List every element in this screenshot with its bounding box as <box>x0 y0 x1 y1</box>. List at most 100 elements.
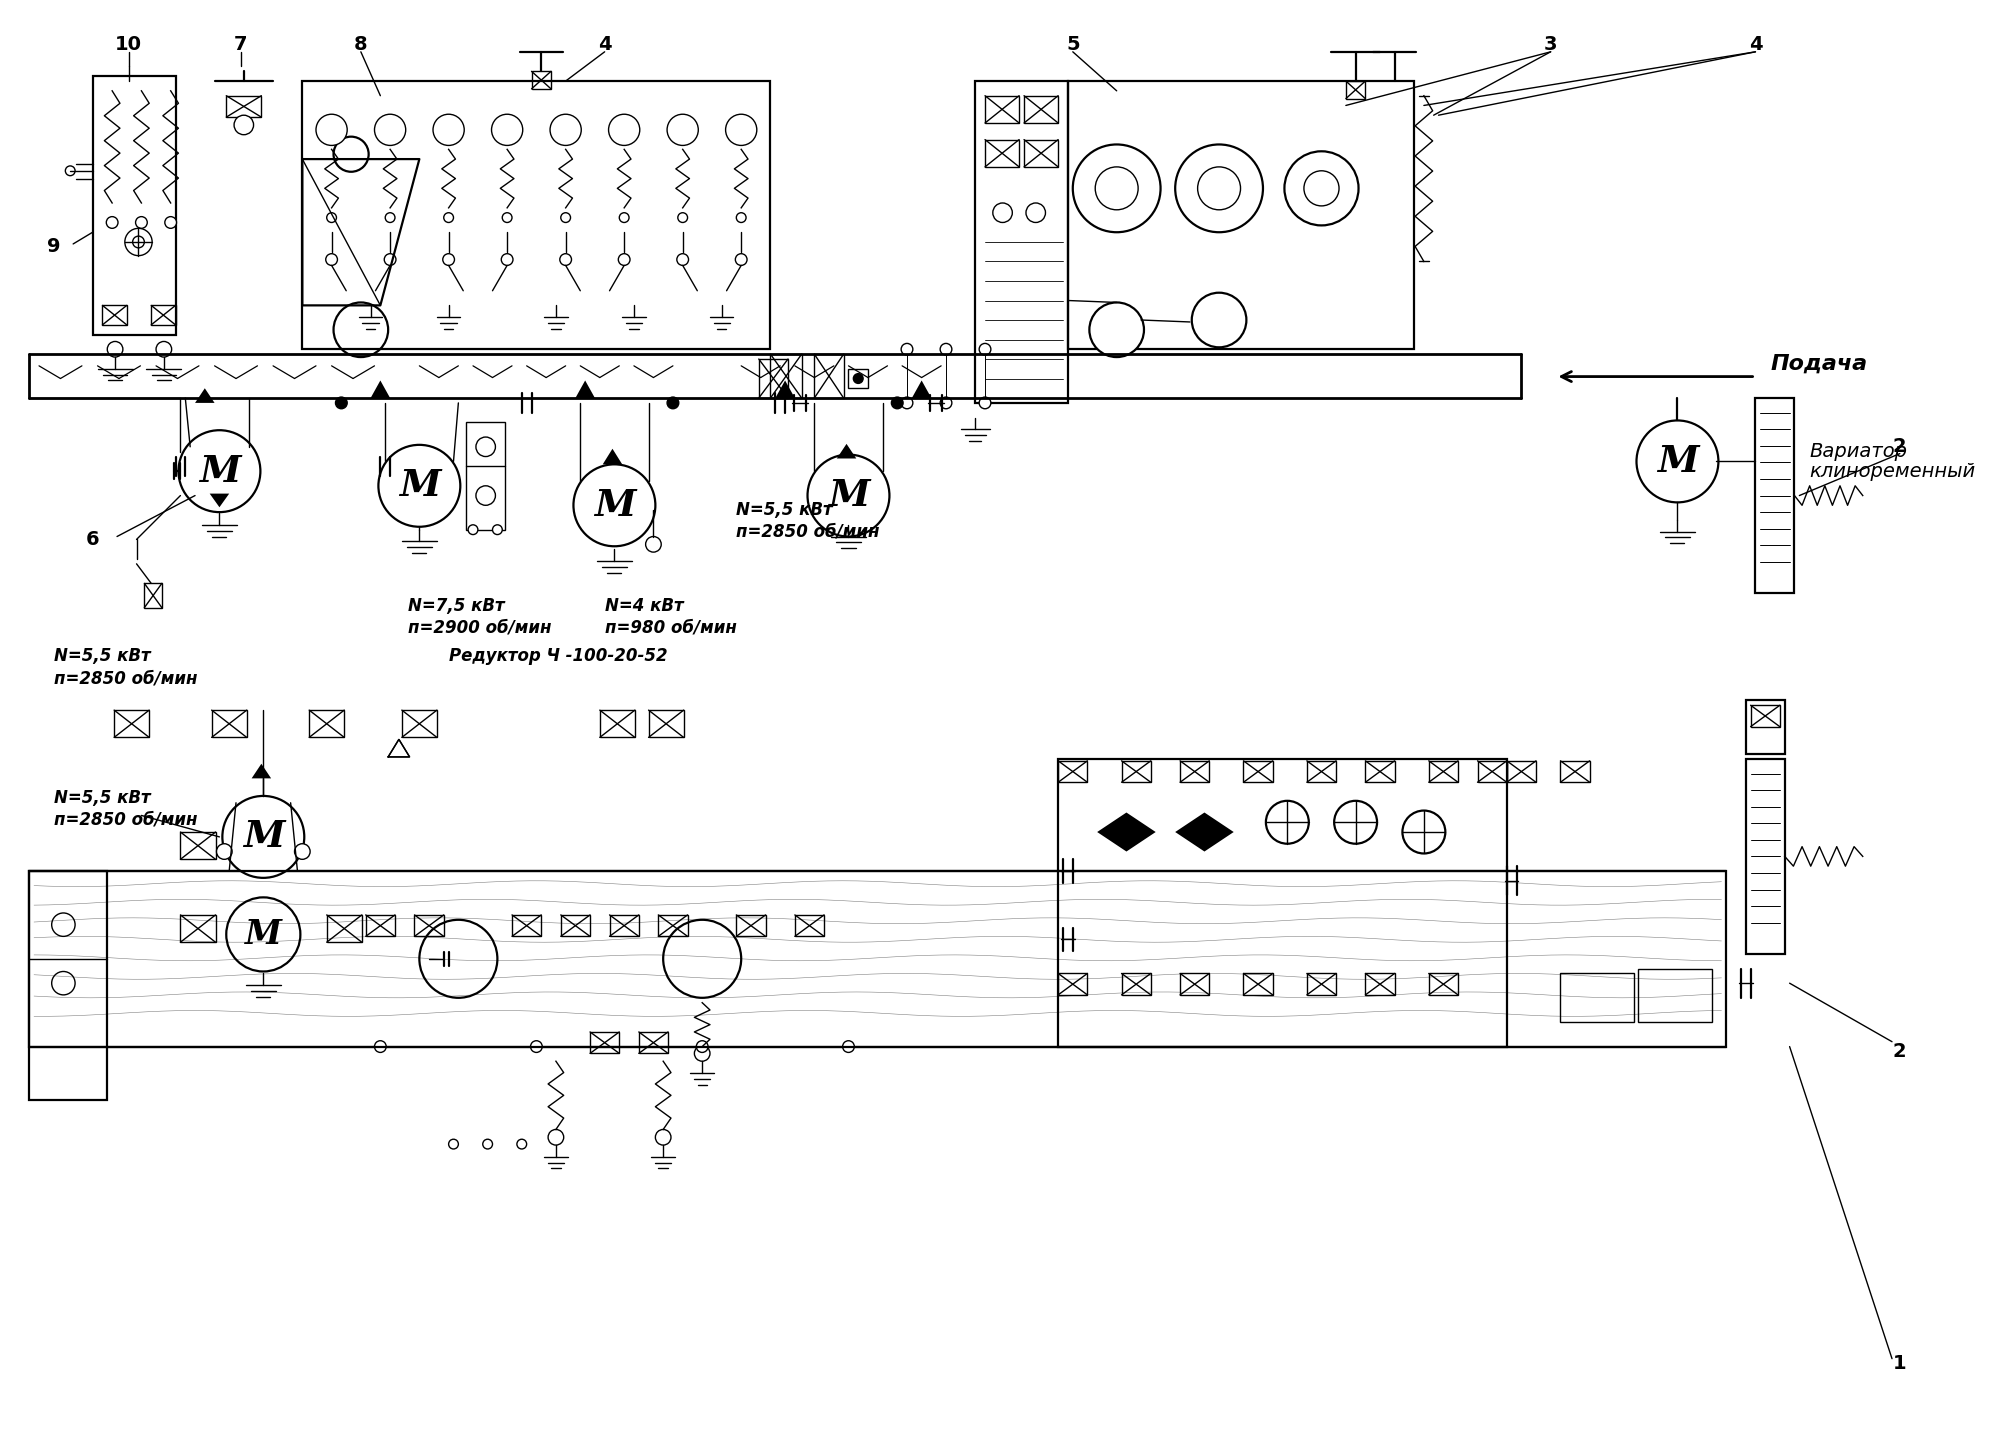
Circle shape <box>326 213 336 223</box>
Text: 2: 2 <box>1892 437 1906 456</box>
Text: Подача: Подача <box>1770 354 1868 374</box>
Circle shape <box>336 397 348 409</box>
Text: M: M <box>198 453 240 490</box>
Circle shape <box>326 254 338 266</box>
Circle shape <box>664 920 742 997</box>
Text: 8: 8 <box>354 36 368 54</box>
Bar <box>466 423 506 530</box>
Bar <box>976 81 1068 403</box>
Bar <box>1244 760 1272 782</box>
Bar <box>1560 760 1590 782</box>
Bar <box>144 583 162 607</box>
Circle shape <box>854 373 864 383</box>
Circle shape <box>502 213 512 223</box>
Circle shape <box>550 114 582 146</box>
Circle shape <box>316 114 348 146</box>
Circle shape <box>560 254 572 266</box>
Bar <box>1244 973 1272 995</box>
Bar <box>152 306 176 324</box>
Bar <box>30 872 108 1100</box>
Circle shape <box>940 343 952 356</box>
Bar <box>92 76 176 334</box>
Circle shape <box>940 397 952 409</box>
Circle shape <box>106 217 118 229</box>
Bar <box>1428 760 1458 782</box>
Text: 4: 4 <box>1748 36 1762 54</box>
Bar <box>600 710 634 737</box>
Text: 2: 2 <box>1892 1042 1906 1060</box>
Bar <box>1122 760 1150 782</box>
Circle shape <box>1284 151 1358 226</box>
Bar <box>1346 81 1366 99</box>
Bar <box>648 710 684 737</box>
Circle shape <box>476 486 496 506</box>
Bar <box>1024 140 1058 167</box>
Circle shape <box>492 114 522 146</box>
Bar <box>1756 399 1794 593</box>
Circle shape <box>334 303 388 357</box>
Polygon shape <box>196 389 214 403</box>
Text: 9: 9 <box>46 237 60 256</box>
Circle shape <box>124 229 152 256</box>
Bar <box>1746 759 1784 955</box>
Bar <box>986 96 1020 123</box>
Circle shape <box>608 114 640 146</box>
Text: 3: 3 <box>1544 36 1558 54</box>
Polygon shape <box>602 449 622 464</box>
Circle shape <box>992 203 1012 223</box>
Circle shape <box>548 1129 564 1145</box>
Circle shape <box>574 464 656 546</box>
Text: п=2850 об/мин: п=2850 об/мин <box>54 670 198 687</box>
Circle shape <box>678 213 688 223</box>
Circle shape <box>52 972 76 995</box>
Text: п=2850 об/мин: п=2850 об/мин <box>736 523 880 540</box>
Bar <box>1428 973 1458 995</box>
Bar <box>1024 96 1058 123</box>
Circle shape <box>468 524 478 534</box>
Circle shape <box>516 1139 526 1149</box>
Text: N=4 кВт: N=4 кВт <box>604 597 684 614</box>
Circle shape <box>560 213 570 223</box>
Circle shape <box>892 397 904 409</box>
Bar <box>1366 973 1394 995</box>
Bar <box>590 1032 620 1053</box>
Circle shape <box>694 1046 710 1062</box>
Circle shape <box>234 116 254 134</box>
Bar <box>1180 973 1210 995</box>
Text: 5: 5 <box>1066 36 1080 54</box>
Bar <box>326 915 362 942</box>
Bar <box>1560 973 1634 1022</box>
Bar <box>986 140 1020 167</box>
Text: п=980 об/мин: п=980 об/мин <box>604 619 736 636</box>
Text: 10: 10 <box>116 36 142 54</box>
Bar <box>212 710 246 737</box>
Circle shape <box>222 796 304 877</box>
Text: M: M <box>244 917 282 950</box>
Bar <box>560 915 590 936</box>
Bar <box>1180 760 1210 782</box>
Polygon shape <box>576 380 594 399</box>
Text: 7: 7 <box>234 36 248 54</box>
Circle shape <box>1096 167 1138 210</box>
Bar <box>532 71 552 89</box>
Circle shape <box>492 524 502 534</box>
Bar <box>1122 973 1150 995</box>
Bar <box>1068 81 1414 349</box>
Circle shape <box>620 213 630 223</box>
Bar <box>638 1032 668 1053</box>
Bar <box>1638 969 1712 1022</box>
Text: M: M <box>242 819 284 856</box>
Polygon shape <box>370 380 390 399</box>
Bar <box>114 710 150 737</box>
Text: Вариатор: Вариатор <box>1810 442 1908 462</box>
Bar <box>814 354 844 399</box>
Bar <box>1306 760 1336 782</box>
Circle shape <box>434 114 464 146</box>
Circle shape <box>448 1139 458 1149</box>
Circle shape <box>1266 800 1308 843</box>
Circle shape <box>136 217 148 229</box>
Circle shape <box>52 913 76 936</box>
Polygon shape <box>252 763 272 779</box>
Circle shape <box>1636 420 1718 503</box>
Circle shape <box>808 454 890 536</box>
